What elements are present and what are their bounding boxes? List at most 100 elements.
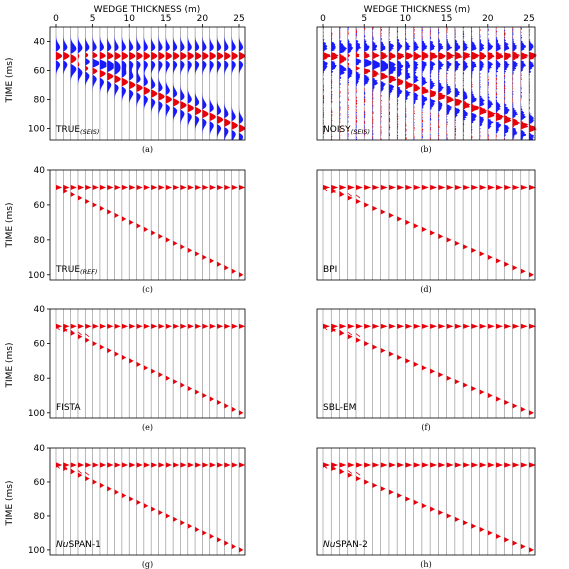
reflectivity-spike	[180, 244, 185, 250]
positive-lobe	[430, 27, 438, 140]
reconstruction-smear	[339, 468, 344, 473]
reflectivity-spike	[339, 330, 345, 336]
negative-lobe	[388, 27, 397, 140]
reflectivity-spike	[438, 233, 444, 239]
panel-label-h: NuSPAN-2	[323, 540, 368, 550]
reconstruction-smear	[331, 328, 336, 332]
y-tick-label: 80	[34, 374, 46, 384]
negative-lobe	[121, 27, 127, 140]
positive-lobe	[151, 27, 158, 140]
reflectivity-spike	[397, 323, 405, 329]
positive-lobe	[355, 27, 361, 140]
panel-g: (g) 40 60 80 100 NuSPAN-1	[28, 444, 246, 569]
panel-frame	[49, 169, 246, 281]
negative-lobe	[70, 27, 77, 140]
reflectivity-spike	[114, 323, 121, 329]
reflectivity-spike	[231, 323, 238, 329]
reflectivity-spike	[529, 410, 534, 416]
reflectivity-spike	[165, 184, 173, 191]
reflectivity-spike	[331, 184, 339, 191]
panel-b: (b) 0 5 10 15 20 25 NOISY(SEIS)	[316, 14, 537, 154]
negative-lobe	[180, 27, 185, 140]
reflectivity-spike	[231, 406, 237, 412]
reflectivity-spike	[405, 496, 411, 502]
reflectivity-spike	[173, 240, 178, 246]
negative-lobe	[380, 27, 388, 140]
reflectivity-spike	[479, 323, 487, 329]
reflectivity-spike	[339, 323, 347, 329]
y-axis-title-g: TIME (ms)	[5, 481, 15, 527]
reflectivity-spike	[487, 530, 493, 536]
reflectivity-spike	[496, 258, 501, 264]
reflectivity-spike	[224, 184, 231, 191]
reflectivity-spike	[372, 482, 378, 488]
reflectivity-spike	[121, 492, 127, 499]
reflectivity-spike	[63, 327, 68, 333]
reflectivity-spike	[121, 354, 127, 361]
panel-label-b: NOISY(SEIS)	[323, 125, 370, 136]
reflectivity-spike	[454, 323, 462, 329]
reflectivity-spike	[331, 327, 337, 333]
y-tick-label: 40	[34, 37, 46, 47]
reflectivity-spike	[471, 385, 477, 392]
reflectivity-spike	[388, 323, 396, 329]
reflectivity-spike	[136, 499, 141, 505]
reflectivity-spike	[413, 223, 419, 229]
reflectivity-spike	[529, 462, 537, 468]
x-tick-label: 20	[482, 14, 494, 24]
reflectivity-spike	[347, 323, 355, 329]
y-tick-label: 100	[28, 409, 45, 419]
reconstruction-smear	[63, 466, 68, 471]
reflectivity-spike	[323, 184, 331, 191]
positive-lobe	[463, 27, 471, 140]
reflectivity-spike	[380, 184, 388, 191]
reconstruction-smear	[355, 333, 361, 338]
panel-label-italic: Nu	[56, 540, 69, 550]
reflectivity-spike	[239, 547, 244, 553]
negative-lobe	[77, 27, 83, 140]
reflectivity-spike	[487, 254, 493, 260]
reflectivity-spike	[165, 237, 171, 243]
reflectivity-spike	[438, 509, 444, 516]
panel-frame	[316, 447, 536, 556]
reflectivity-spike	[180, 382, 185, 388]
reflectivity-spike	[99, 462, 107, 468]
reflectivity-spike	[339, 191, 345, 198]
reflectivity-spike	[438, 184, 446, 191]
reflectivity-spike	[355, 323, 363, 329]
reflectivity-spike	[151, 462, 158, 468]
reflectivity-spike	[231, 184, 238, 191]
y-tick-label: 40	[34, 166, 46, 176]
caption-b: (b)	[420, 145, 431, 154]
x-tick-label: 15	[160, 14, 171, 24]
reflectivity-spike	[355, 184, 363, 191]
x-tick-label: 10	[123, 14, 135, 24]
positive-lobe	[217, 27, 224, 140]
reflectivity-spike	[421, 462, 429, 468]
reflectivity-spike	[77, 462, 85, 468]
y-tick-label: 60	[34, 340, 46, 350]
reflectivity-spike	[158, 509, 163, 516]
reflectivity-spike	[421, 226, 427, 232]
negative-lobe	[158, 27, 163, 140]
reflectivity-spike	[529, 547, 534, 553]
x-tick-label: 10	[400, 14, 412, 24]
reflectivity-spike	[454, 462, 462, 468]
negative-lobe	[364, 27, 372, 140]
reflectivity-spike	[202, 530, 207, 536]
reflectivity-spike	[217, 184, 224, 191]
reflectivity-spike	[512, 184, 520, 191]
reflectivity-spike	[121, 323, 129, 329]
positive-lobe	[239, 27, 246, 140]
panel-label-sub: (SEIS)	[80, 128, 99, 136]
reflectivity-spike	[231, 543, 237, 550]
reflectivity-spike	[487, 323, 495, 329]
reflectivity-spike	[56, 323, 63, 329]
positive-lobe	[195, 27, 202, 140]
y-tick-label: 40	[34, 305, 46, 315]
reflectivity-spike	[129, 358, 134, 364]
reconstruction-smear	[347, 331, 353, 336]
reflectivity-spike	[454, 379, 460, 385]
panel-e: (e) 40 60 80 100 FISTA	[28, 305, 246, 432]
